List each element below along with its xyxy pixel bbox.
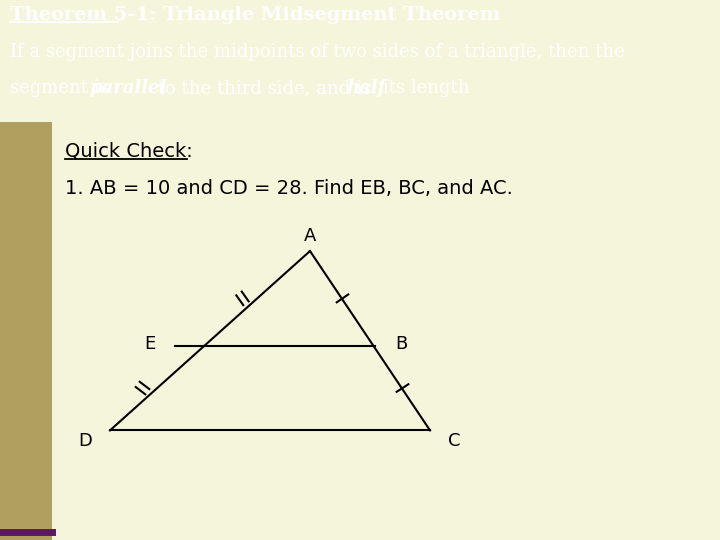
- Bar: [0, 122, 52, 540]
- Text: B: B: [395, 335, 408, 353]
- Text: D: D: [78, 433, 92, 450]
- Text: segment is: segment is: [10, 79, 114, 97]
- Text: half: half: [346, 79, 385, 97]
- Text: A: A: [304, 227, 316, 245]
- Text: parallel: parallel: [89, 79, 167, 97]
- Text: its length: its length: [377, 79, 469, 97]
- Text: If a segment joins the midpoints of two sides of a triangle, then the: If a segment joins the midpoints of two …: [10, 43, 625, 60]
- Text: E: E: [144, 335, 155, 353]
- Text: C: C: [448, 433, 461, 450]
- Text: Quick Check:: Quick Check:: [65, 141, 193, 160]
- Text: to the third side, and is: to the third side, and is: [152, 79, 377, 97]
- Text: Theorem 5-1: Triangle Midsegment Theorem: Theorem 5-1: Triangle Midsegment Theorem: [10, 6, 500, 24]
- Text: 1. AB = 10 and CD = 28. Find EB, BC, and AC.: 1. AB = 10 and CD = 28. Find EB, BC, and…: [65, 179, 513, 198]
